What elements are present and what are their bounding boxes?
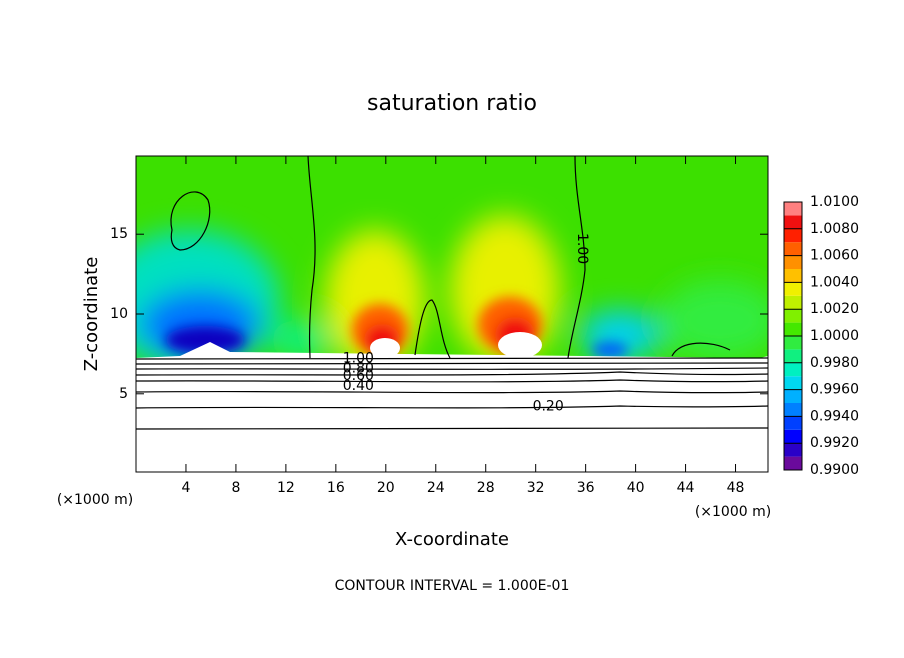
y-tick-label: 5 [119, 386, 128, 402]
x-tick-label: 20 [377, 480, 395, 496]
colorbar-label: 0.9980 [810, 355, 859, 371]
x-unit: (×1000 m) [695, 504, 771, 520]
colorbar-swatch [784, 376, 802, 390]
colorbar-swatch [784, 416, 802, 430]
colorbar-swatch [784, 269, 802, 283]
colorbar-swatch [784, 456, 802, 470]
colorbar-swatch [784, 309, 802, 323]
contour-label: 1.00 [574, 233, 590, 264]
colorbar-swatch [784, 215, 802, 229]
colorbar-swatch [784, 202, 802, 216]
colorbar-swatch [784, 242, 802, 256]
footnote: CONTOUR INTERVAL = 1.000E-01 [335, 578, 570, 594]
colorbar-label: 1.0080 [810, 221, 859, 237]
x-tick-label: 40 [627, 480, 645, 496]
contour-label: 0.40 [343, 378, 374, 394]
colorbar-swatch [784, 282, 802, 296]
colorbar-swatch [784, 322, 802, 336]
colorbar-label: 1.0060 [810, 248, 859, 264]
x-unit: (×1000 m) [57, 492, 133, 508]
colorbar-swatch [784, 255, 802, 269]
colorbar-swatch [784, 389, 802, 403]
colorbar-label: 1.0000 [810, 328, 859, 344]
y-tick-label: 15 [110, 226, 128, 242]
x-tick-label: 4 [181, 480, 190, 496]
contour-label: 0.20 [533, 399, 564, 415]
x-tick-label: 28 [477, 480, 495, 496]
colorbar-label: 1.0020 [810, 301, 859, 317]
y-axis-label: Z-coordinate [81, 257, 102, 372]
colorbar-label: 0.9960 [810, 382, 859, 398]
contour-label: 1.00 [343, 351, 374, 367]
colorbar-label: 1.0100 [810, 194, 859, 210]
y-tick-label: 10 [110, 306, 128, 322]
colorbar-swatch [784, 429, 802, 444]
colorbar-swatch [784, 443, 802, 457]
chart-title: saturation ratio [367, 91, 537, 116]
field [136, 156, 768, 472]
colorbar-label: 0.9920 [810, 435, 859, 451]
x-tick-label: 48 [727, 480, 745, 496]
colorbar-label: 0.9940 [810, 408, 859, 424]
colorbar-label: 0.9900 [810, 462, 859, 478]
contour-label: 0.60 [343, 368, 374, 384]
x-tick-label: 32 [527, 480, 545, 496]
x-tick-label: 12 [277, 480, 295, 496]
colorbar-label: 1.0040 [810, 274, 859, 290]
colorbar-swatch [784, 336, 802, 350]
x-axis-label: X-coordinate [395, 529, 509, 550]
colorbar-swatch [784, 403, 802, 417]
x-tick-label: 44 [677, 480, 695, 496]
x-tick-label: 16 [327, 480, 345, 496]
colorbar-swatch [784, 362, 802, 377]
x-tick-label: 24 [427, 480, 445, 496]
colorbar-swatch [784, 349, 802, 363]
x-tick-label: 8 [231, 480, 240, 496]
contour-label: 0.80 [343, 360, 374, 376]
x-tick-label: 36 [577, 480, 595, 496]
colorbar-swatch [784, 295, 802, 310]
colorbar-swatch [784, 228, 802, 243]
